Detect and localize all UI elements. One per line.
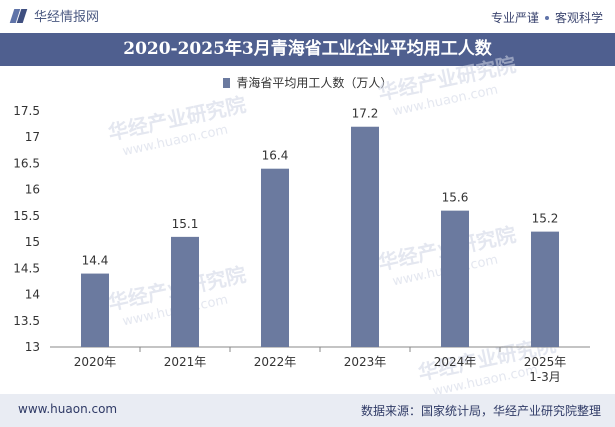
bar [441,210,469,347]
bar [171,236,199,347]
x-tick-label: 2020年 [74,355,117,369]
bar [261,168,289,347]
data-label: 15.6 [442,191,469,205]
footer: www.huaon.com 数据来源：国家统计局，华经产业研究院整理 [0,394,615,427]
bar [351,126,379,347]
y-tick-label: 17 [25,130,40,144]
y-tick-label: 17.5 [13,104,40,118]
slogan: 专业严谨 客观科学 [491,9,603,26]
data-label: 15.2 [532,212,559,226]
top-bar: 华经情报网 专业严谨 客观科学 [0,0,615,33]
brand-name: 华经情报网 [34,10,100,25]
x-tick-label: 1-3月 [529,370,561,384]
x-tick-label: 2024年 [434,355,477,369]
brand: 华经情报网 [10,6,99,25]
footer-source: 数据来源：国家统计局，华经产业研究院整理 [360,404,601,418]
x-tick-label: 2023年 [344,355,387,369]
slogan-left: 专业严谨 [490,11,539,25]
data-label: 17.2 [352,107,379,121]
bar-chart: 华经产业研究院www.huaon.com华经产业研究院www.huaon.com… [13,52,590,394]
legend-swatch-icon [222,78,230,88]
y-tick-label: 16.5 [13,156,40,170]
legend-label: 青海省平均用工人数（万人） [236,76,393,90]
chart-title: 2020-2025年3月青海省工业企业平均用工人数 [0,33,615,66]
y-tick-label: 13 [25,340,40,354]
x-tick-label: 2025年 [524,355,567,369]
legend: 青海省平均用工人数（万人） [0,74,615,91]
x-tick-label: 2021年 [164,355,207,369]
slogan-right: 客观科学 [554,11,603,25]
footer-website: www.huaon.com [18,402,118,416]
y-tick-label: 14 [25,288,40,302]
data-label: 14.4 [82,254,109,268]
y-tick-label: 15.5 [13,209,40,223]
bullet-dot-icon [544,15,549,20]
bar [531,231,559,347]
y-tick-label: 15 [25,235,40,249]
y-tick-label: 14.5 [13,261,40,275]
data-label: 16.4 [262,149,289,163]
bar [81,273,109,347]
x-tick-label: 2022年 [254,355,297,369]
y-tick-label: 13.5 [13,314,40,328]
y-tick-label: 16 [25,183,40,197]
data-label: 15.1 [172,217,199,231]
